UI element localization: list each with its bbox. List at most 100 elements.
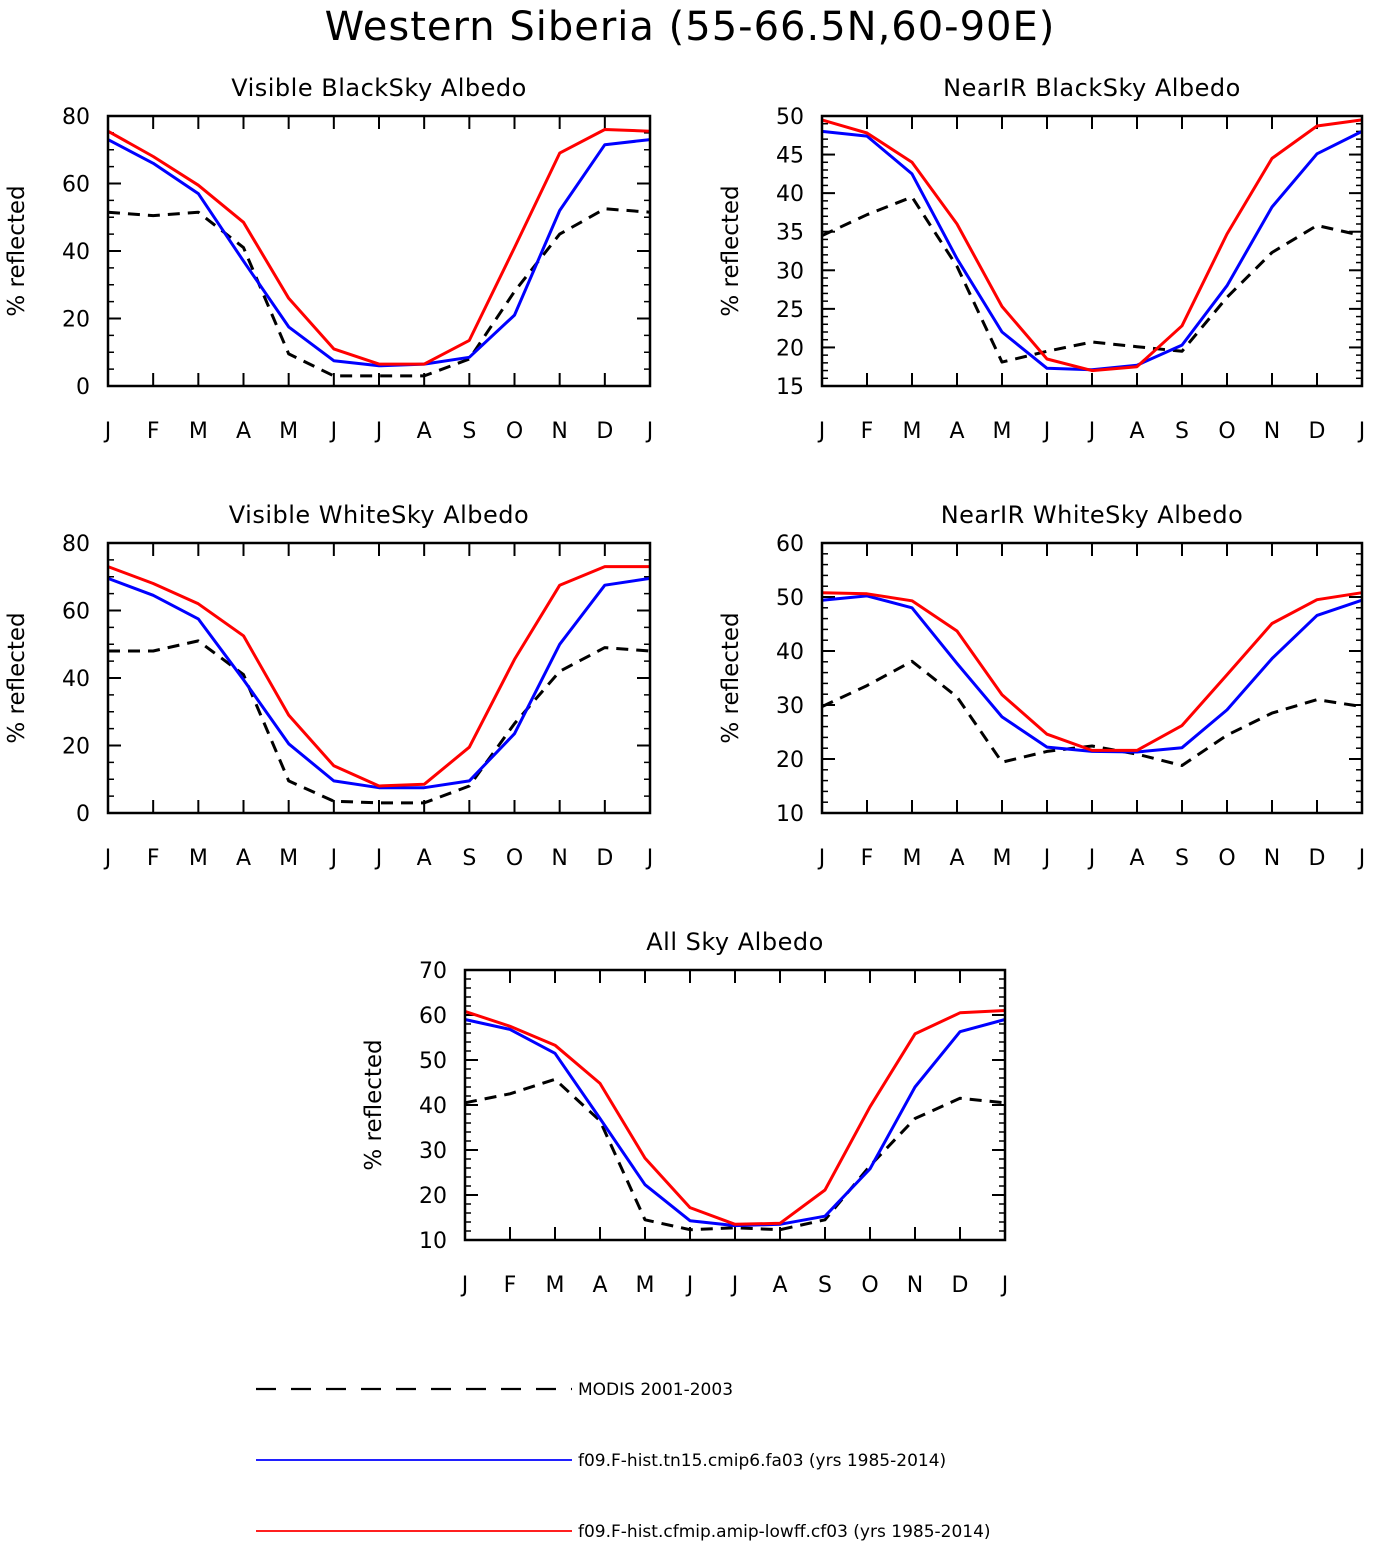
series-line-1	[821, 195, 1363, 364]
y-tick-label: 60	[776, 532, 804, 557]
x-tick-label: F	[147, 419, 160, 444]
x-tick-label: J	[685, 1273, 694, 1298]
plot-frame	[106, 541, 652, 815]
y-tick-label: 30	[776, 259, 804, 284]
series-line-3	[464, 1009, 1006, 1226]
x-tick-label: O	[861, 1273, 878, 1298]
x-tick-label: F	[504, 1273, 517, 1298]
x-tick-label: N	[1264, 419, 1280, 444]
x-tick-label: D	[596, 419, 613, 444]
y-axis-label: % reflected	[4, 612, 30, 743]
x-tick-label: M	[903, 419, 922, 444]
x-tick-label: N	[551, 419, 567, 444]
x-tick-label: M	[636, 1273, 655, 1298]
figure-title: Western Siberia (55-66.5N,60-90E)	[325, 4, 1056, 50]
x-tick-label: A	[949, 419, 964, 444]
series-line-1	[821, 659, 1363, 767]
x-tick-label: O	[1218, 419, 1235, 444]
x-tick-label: J	[329, 419, 338, 444]
plot-frame	[820, 541, 1364, 815]
x-tick-label: S	[818, 1273, 832, 1298]
panel-title: Visible BlackSky Albedo	[231, 74, 527, 102]
x-tick-label: D	[952, 1273, 969, 1298]
x-tick-label: J	[1000, 1273, 1009, 1298]
x-tick-label: O	[1218, 846, 1235, 871]
series-line-2	[464, 1018, 1006, 1228]
series-line-3	[821, 591, 1363, 752]
x-tick-label: A	[236, 419, 251, 444]
x-tick-label: J	[374, 419, 383, 444]
y-tick-label: 25	[776, 298, 804, 323]
chart-panel-4: NearIR WhiteSky Albedo % reflected J F M A M J J…	[718, 501, 1365, 871]
series-line-2	[821, 129, 1363, 372]
x-tick-label: S	[462, 846, 476, 871]
plot-frame	[820, 114, 1364, 388]
x-tick-label: J	[1357, 846, 1366, 871]
x-tick-label: J	[817, 846, 826, 871]
x-tick-label: A	[592, 1273, 607, 1298]
x-tick-label: A	[417, 846, 432, 871]
y-tick-label: 70	[419, 959, 447, 984]
x-tick-label: A	[1129, 419, 1144, 444]
y-tick-label: 40	[776, 182, 804, 207]
x-tick-label: M	[279, 846, 298, 871]
panel-title: Visible WhiteSky Albedo	[229, 501, 529, 529]
x-tick-label: D	[596, 846, 613, 871]
x-tick-label: N	[907, 1273, 923, 1298]
y-tick-label: 50	[419, 1049, 447, 1074]
x-tick-label: J	[645, 846, 654, 871]
y-tick-label: 50	[776, 586, 804, 611]
x-tick-label: O	[506, 846, 523, 871]
y-axis-label: % reflected	[361, 1039, 387, 1170]
series-line-2	[107, 576, 651, 790]
x-tick-label: N	[1264, 846, 1280, 871]
x-tick-label: S	[462, 419, 476, 444]
chart-panel-1: Visible BlackSky Albedo % reflected J F M A M J…	[4, 74, 653, 444]
x-tick-label: M	[903, 846, 922, 871]
y-tick-label: 20	[776, 336, 804, 361]
legend-label-2: f09.F-hist.tn15.cmip6.fa03 (yrs 1985-201…	[578, 1451, 946, 1471]
y-tick-label: 80	[62, 532, 90, 557]
x-tick-label: S	[1175, 846, 1189, 871]
x-tick-label: M	[189, 419, 208, 444]
plot-frame	[106, 114, 652, 388]
x-tick-label: D	[1309, 846, 1326, 871]
x-tick-label: J	[1042, 419, 1051, 444]
chart-panel-5: All Sky Albedo % reflected J F M A M J J A S O N D J 10…	[361, 928, 1008, 1298]
x-tick-label: F	[861, 846, 874, 871]
legend-label-3: f09.F-hist.cfmip.amip-lowff.cf03 (yrs 19…	[578, 1522, 991, 1542]
series-line-1	[107, 207, 651, 378]
y-tick-label: 30	[419, 1139, 447, 1164]
panel-title: All Sky Albedo	[646, 928, 824, 956]
x-tick-label: J	[103, 846, 112, 871]
x-tick-label: J	[1087, 846, 1096, 871]
series-line-1	[108, 639, 651, 805]
x-tick-label: N	[551, 846, 567, 871]
x-tick-label: A	[1129, 846, 1144, 871]
x-tick-label: J	[1087, 419, 1096, 444]
x-tick-label: M	[993, 846, 1012, 871]
x-tick-label: J	[817, 419, 826, 444]
x-tick-label: S	[1175, 419, 1189, 444]
panel-title: NearIR WhiteSky Albedo	[941, 501, 1244, 529]
panel-title: NearIR BlackSky Albedo	[943, 74, 1241, 102]
y-tick-label: 45	[776, 144, 804, 169]
x-tick-label: J	[103, 419, 112, 444]
y-tick-label: 60	[62, 173, 90, 198]
x-tick-label: D	[1309, 419, 1326, 444]
series-line-2	[107, 138, 651, 368]
y-axis-label: % reflected	[718, 185, 744, 316]
series-line-1	[464, 1077, 1006, 1232]
x-tick-label: J	[1042, 846, 1051, 871]
y-tick-label: 10	[776, 802, 804, 827]
chart-panel-3: Visible WhiteSky Albedo % reflected J F M A M J…	[4, 501, 653, 871]
x-tick-label: A	[949, 846, 964, 871]
legend-label-1: MODIS 2001-2003	[578, 1380, 733, 1400]
y-tick-label: 35	[776, 221, 804, 246]
chart-panel-2: NearIR BlackSky Albedo % reflected J F M A M J J…	[718, 74, 1365, 444]
chart-panels: Visible BlackSky Albedo % reflected J F M A M J…	[4, 74, 1365, 1298]
x-tick-label: J	[645, 419, 654, 444]
x-tick-label: J	[730, 1273, 739, 1298]
y-tick-label: 60	[419, 1004, 447, 1029]
y-tick-label: 20	[776, 748, 804, 773]
